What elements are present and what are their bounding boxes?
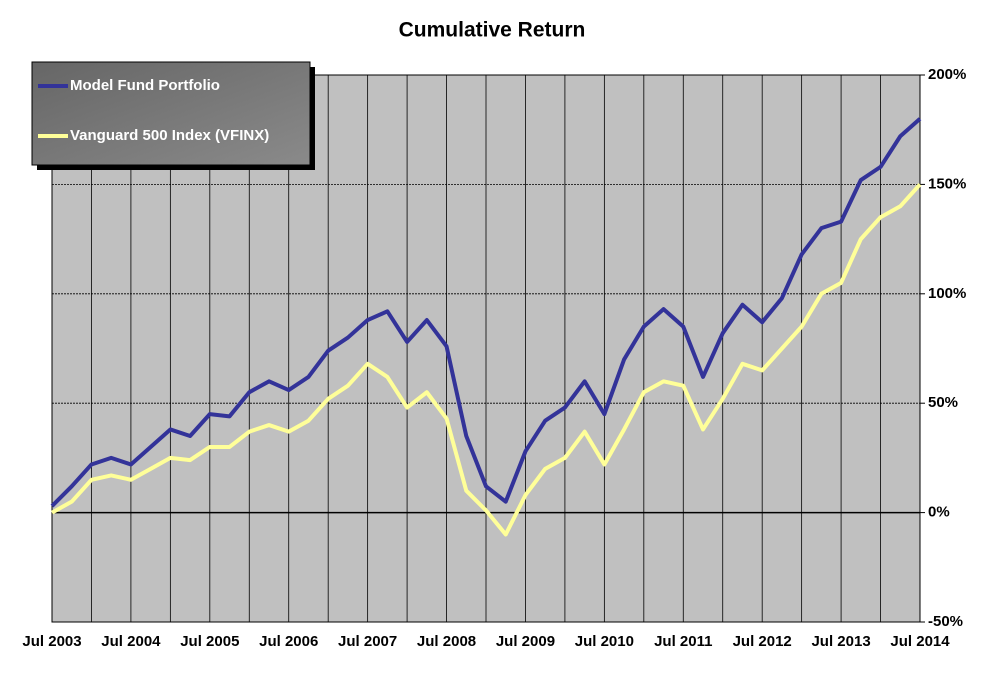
x-tick-label: Jul 2009: [496, 633, 555, 650]
x-tick-label: Jul 2014: [890, 633, 950, 650]
legend-label: Vanguard 500 Index (VFINX): [70, 127, 269, 144]
series-line: [51, 183, 922, 537]
y-tick-label: 100%: [928, 285, 966, 302]
x-tick-label: Jul 2005: [180, 633, 239, 650]
y-tick-label: 150%: [928, 175, 966, 192]
y-tick-label: 0%: [928, 504, 950, 521]
legend-box: [31, 61, 311, 166]
series-line: [50, 117, 922, 508]
x-tick-label: Jul 2010: [575, 633, 634, 650]
legend-label: Model Fund Portfolio: [70, 77, 220, 94]
x-tick-label: Jul 2003: [22, 633, 81, 650]
x-tick-label: Jul 2013: [811, 633, 870, 650]
y-tick-label: 50%: [928, 394, 958, 411]
x-tick-label: Jul 2008: [417, 633, 476, 650]
chart-title: Cumulative Return: [399, 19, 586, 42]
x-tick-label: Jul 2012: [733, 633, 792, 650]
x-tick-label: Jul 2011: [654, 633, 712, 650]
y-tick-label: -50%: [928, 613, 963, 630]
x-tick-label: Jul 2006: [259, 633, 318, 650]
y-tick-label: 200%: [928, 66, 966, 83]
x-tick-label: Jul 2004: [101, 633, 161, 650]
x-tick-label: Jul 2007: [338, 633, 397, 650]
